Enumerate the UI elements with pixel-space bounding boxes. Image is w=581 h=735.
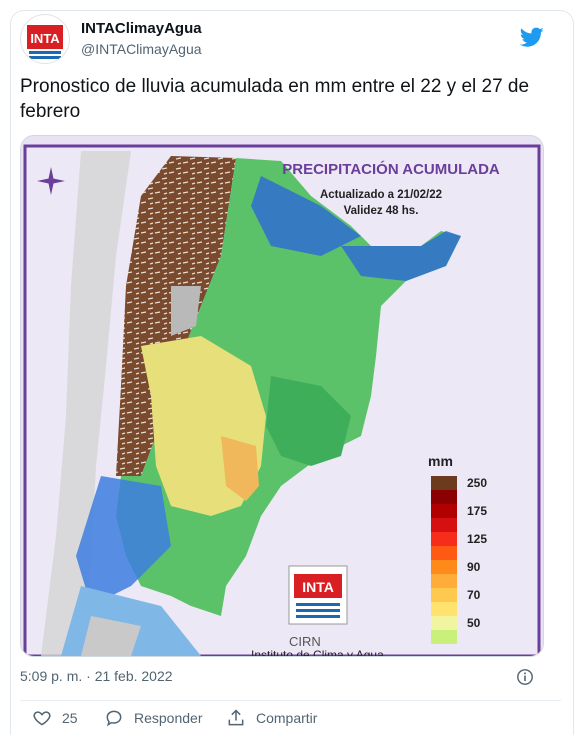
divider [20, 700, 561, 701]
svg-text:INTA: INTA [302, 579, 334, 595]
legend-swatch [431, 616, 457, 630]
share-button[interactable]: Compartir [226, 708, 317, 728]
legend-unit: mm [428, 453, 453, 469]
heart-icon [33, 711, 51, 726]
legend-swatch [431, 560, 457, 574]
reply-icon [106, 710, 122, 727]
institute-text: Instituto de Clima y Agua [251, 648, 384, 656]
share-icon [228, 709, 244, 726]
map-title: PRECIPITACIÓN ACUMULADA [282, 160, 500, 178]
legend-label: 90 [467, 560, 481, 574]
reply-button[interactable]: Responder [104, 708, 203, 728]
legend-swatch [431, 518, 457, 532]
cirn-text: CIRN [289, 634, 321, 649]
reply-label: Responder [134, 710, 203, 726]
like-button[interactable]: 25 [32, 708, 78, 728]
tweet-media[interactable]: PRECIPITACIÓN ACUMULADA Actualizado a 21… [20, 135, 544, 657]
legend-swatch [431, 630, 457, 644]
legend-label: 125 [467, 532, 487, 546]
tweet-text: Pronostico de lluvia acumulada en mm ent… [20, 76, 530, 122]
legend-label: 70 [467, 588, 481, 602]
tweet-timestamp[interactable]: 5:09 p. m. · 21 feb. 2022 [20, 668, 173, 684]
handle[interactable]: @INTAClimayAgua [81, 41, 202, 57]
legend-label: 250 [467, 476, 487, 490]
legend: 250 175 125 90 70 50 [431, 476, 487, 644]
legend-label: 50 [467, 616, 481, 630]
legend-swatch [431, 588, 457, 602]
inta-map-logo: INTA [288, 565, 348, 625]
twitter-bird-icon[interactable] [520, 25, 544, 49]
legend-swatch [431, 574, 457, 588]
compass-rose-icon [37, 167, 65, 195]
legend-swatch [431, 602, 457, 616]
legend-swatch [431, 532, 457, 546]
share-label: Compartir [256, 710, 318, 726]
display-name[interactable]: INTAClimayAgua [81, 20, 202, 37]
inta-logo-icon: INTA [27, 25, 63, 59]
precipitation-map: PRECIPITACIÓN ACUMULADA Actualizado a 21… [21, 136, 543, 656]
svg-text:INTA: INTA [30, 31, 60, 46]
info-icon[interactable] [516, 668, 534, 686]
legend-label: 175 [467, 504, 487, 518]
like-count: 25 [62, 710, 78, 726]
legend-swatch [431, 490, 457, 504]
legend-swatch [431, 476, 457, 490]
map-updated: Actualizado a 21/02/22 [320, 189, 442, 201]
legend-swatch [431, 546, 457, 560]
legend-swatch [431, 504, 457, 518]
avatar[interactable]: INTA [20, 14, 70, 64]
map-validity: Validez 48 hs. [344, 205, 419, 217]
